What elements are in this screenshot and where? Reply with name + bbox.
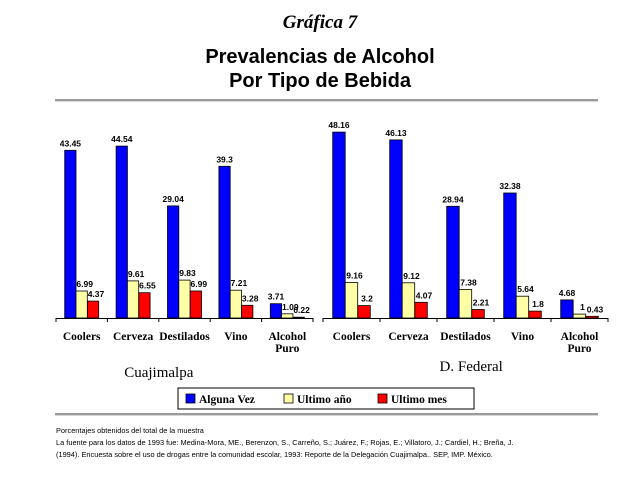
title-line-2: Por Tipo de Bebida (229, 70, 411, 92)
cuajimalpa-data-label: 29.04 (163, 194, 185, 204)
d-federal-bar-coolers-ultimo-mes (357, 305, 371, 319)
d-federal-category-label: Cerveza (388, 331, 428, 343)
d-federal-data-label: 7.38 (460, 278, 477, 288)
chart-kicker: Gráfica 7 (282, 12, 358, 33)
d-federal-category-label: Puro (567, 343, 591, 355)
d-federal-category-label: Coolers (333, 331, 371, 343)
d-federal-data-label: 1.8 (532, 299, 544, 309)
d-federal-bar-destilados-ultimo-a-o (458, 289, 473, 319)
d-federal-data-label: 3.2 (361, 294, 373, 304)
cuajimalpa-bar-destilados-ultimo-mes (189, 290, 202, 319)
grouped-bar-chart: 43.456.994.37Coolers44.549.616.55Cerveza… (55, 120, 609, 410)
top-divider (55, 99, 598, 102)
d-federal-data-label: 4.07 (416, 290, 433, 300)
cuajimalpa-data-label: 9.61 (128, 269, 145, 279)
legend-label-ultimo-mes: Ultimo mes (391, 394, 447, 406)
cuajimalpa-bar-vino-alguna-vez (218, 165, 231, 319)
notes-line-1: Porcentajes obtenidos del total de la mu… (56, 426, 204, 435)
cuajimalpa-category-label: Cerveza (113, 331, 153, 343)
cuajimalpa-data-label: 6.55 (139, 281, 156, 291)
cuajimalpa-data-label: 7.21 (231, 278, 248, 288)
d-federal-bar-cerveza-ultimo-a-o (401, 282, 416, 319)
d-federal-data-label: 48.16 (328, 120, 350, 130)
legend-swatch-ultimo-a-o (283, 393, 294, 404)
d-federal-bar-cerveza-ultimo-mes (414, 301, 428, 319)
cuajimalpa-bar-alcohol-puro-alguna-vez (269, 303, 282, 319)
cuajimalpa-bar-cerveza-ultimo-a-o (127, 280, 140, 319)
d-federal-bar-alcohol-puro-ultimo-mes (585, 315, 599, 319)
cuajimalpa-data-label: 6.99 (76, 279, 93, 289)
d-federal-data-label: 1 (580, 302, 585, 312)
cuajimalpa-bar-alcohol-puro-ultimo-mes (292, 316, 305, 319)
cuajimalpa-data-label: 39.3 (216, 154, 233, 164)
d-federal-category-label: Vino (511, 331, 534, 343)
title-line-1: Prevalencias de Alcohol (205, 46, 435, 68)
d-federal-category-label: Destilados (440, 331, 491, 343)
d-federal-bar-vino-ultimo-mes (528, 310, 542, 319)
cuajimalpa-category-label: Puro (275, 343, 299, 355)
d-federal-data-label: 28.94 (442, 194, 464, 204)
d-federal-data-label: 0.43 (587, 304, 604, 314)
legend-swatch-ultimo-mes (377, 393, 388, 404)
cuajimalpa-category-label: Destilados (159, 331, 210, 343)
d-federal-bar-alcohol-puro-ultimo-a-o (572, 313, 587, 319)
cuajimalpa-category-label: Vino (224, 331, 247, 343)
cuajimalpa-data-label: 43.45 (60, 138, 82, 148)
cuajimalpa-data-label: 3.28 (242, 293, 259, 303)
cuajimalpa-data-label: 4.37 (88, 289, 105, 299)
cuajimalpa-bar-vino-ultimo-mes (241, 304, 254, 319)
d-federal-bar-destilados-ultimo-mes (471, 309, 485, 319)
d-federal-bar-cerveza-alguna-vez (389, 139, 403, 319)
cuajimalpa-data-label: 3.71 (268, 292, 285, 302)
d-federal-panel-title: D. Federal (440, 359, 503, 375)
cuajimalpa-data-label: 6.99 (191, 279, 208, 289)
d-federal-data-label: 5.64 (517, 284, 534, 294)
cuajimalpa-bar-coolers-ultimo-mes (87, 300, 100, 319)
cuajimalpa-data-label: 9.83 (179, 268, 196, 278)
legend-swatch-alguna-vez (185, 393, 196, 404)
d-federal-data-label: 9.16 (346, 271, 363, 281)
legend-label-ultimo-a-o: Ultimo año (297, 394, 352, 406)
d-federal-bar-vino-ultimo-a-o (515, 295, 530, 319)
d-federal-bar-coolers-ultimo-a-o (344, 282, 359, 319)
d-federal-category-label: Alcohol (561, 331, 599, 343)
legend-box (177, 387, 475, 410)
d-federal-bar-vino-alguna-vez (503, 192, 517, 319)
d-federal-data-label: 32.38 (499, 181, 521, 191)
d-federal-data-label: 2.21 (473, 298, 490, 308)
notes-line-2: La fuente para los datos de 1993 fue: Me… (56, 438, 514, 447)
d-federal-data-label: 46.13 (385, 128, 407, 138)
cuajimalpa-category-label: Coolers (63, 331, 101, 343)
source-notes: Porcentajes obtenidos del total de la mu… (56, 425, 616, 461)
bottom-divider (55, 413, 598, 416)
cuajimalpa-bar-cerveza-alguna-vez (115, 145, 128, 319)
d-federal-bar-destilados-alguna-vez (446, 205, 460, 319)
cuajimalpa-data-label: 0.22 (293, 305, 310, 315)
cuajimalpa-bar-vino-ultimo-a-o (229, 289, 242, 319)
cuajimalpa-bar-destilados-alguna-vez (167, 205, 180, 319)
cuajimalpa-bar-coolers-alguna-vez (64, 149, 77, 319)
cuajimalpa-data-label: 44.54 (111, 134, 133, 144)
cuajimalpa-data-label: 1.09 (282, 302, 299, 312)
cuajimalpa-panel-title: Cuajimalpa (124, 365, 193, 381)
cuajimalpa-bar-destilados-ultimo-a-o (178, 279, 191, 319)
legend-label-alguna-vez: Alguna Vez (199, 394, 255, 406)
d-federal-bar-alcohol-puro-alguna-vez (560, 299, 574, 319)
d-federal-data-label: 4.68 (559, 288, 576, 298)
cuajimalpa-bar-cerveza-ultimo-mes (138, 292, 151, 319)
notes-line-3: (1994). Encuesta sobre el uso de drogas … (56, 450, 493, 459)
d-federal-data-label: 9.12 (403, 271, 420, 281)
d-federal-bar-coolers-alguna-vez (332, 131, 346, 319)
cuajimalpa-category-label: Alcohol (268, 331, 306, 343)
chart-title: Prevalencias de Alcohol Por Tipo de Bebi… (0, 45, 640, 93)
cuajimalpa-bar-coolers-ultimo-a-o (75, 290, 88, 319)
cuajimalpa-bar-alcohol-puro-ultimo-a-o (281, 313, 294, 319)
